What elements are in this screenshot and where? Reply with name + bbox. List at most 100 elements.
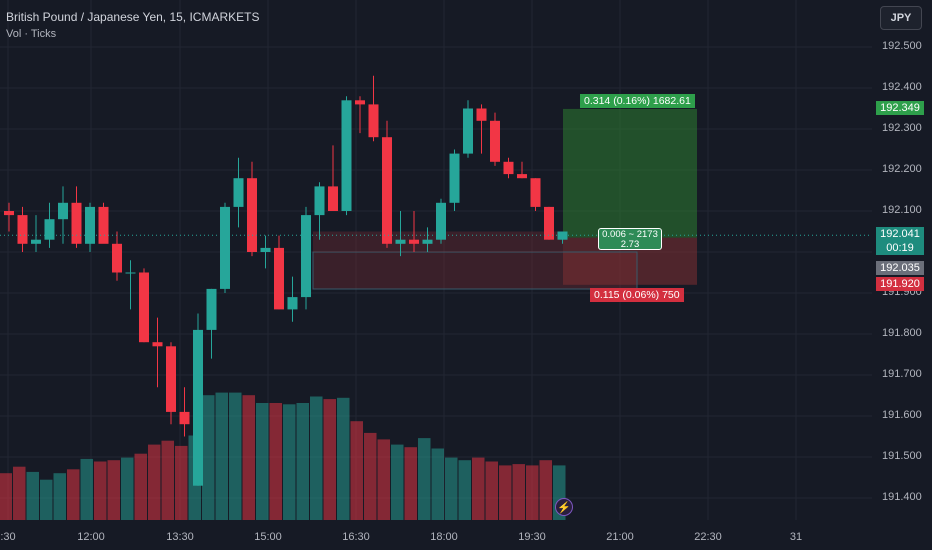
volume-bar bbox=[215, 392, 228, 520]
candle-body bbox=[341, 100, 352, 211]
candle-body bbox=[517, 174, 527, 179]
candle-body bbox=[125, 272, 136, 274]
candle-body bbox=[179, 411, 190, 425]
range-box bbox=[312, 251, 638, 290]
candle-body bbox=[449, 153, 460, 203]
lightning-icon[interactable]: ⚡ bbox=[555, 498, 573, 516]
price-tick-label: 192.400 bbox=[882, 81, 922, 93]
candle-body bbox=[31, 239, 41, 244]
volume-bar bbox=[431, 448, 444, 520]
volume-bar bbox=[161, 440, 174, 520]
candle-body bbox=[166, 346, 176, 412]
volume-bar bbox=[13, 466, 26, 520]
time-tick-label: 18:00 bbox=[430, 531, 458, 543]
candle-body bbox=[152, 342, 163, 347]
volume-bar bbox=[0, 473, 12, 520]
volume-bar bbox=[121, 457, 134, 520]
target-label: 0.314 (0.16%) 1682.61 bbox=[580, 94, 695, 108]
candle-body bbox=[247, 178, 257, 252]
time-tick-label: 12:00 bbox=[77, 531, 105, 543]
time-tick-label: 22:30 bbox=[694, 531, 722, 543]
volume-bar bbox=[134, 453, 147, 520]
volume-bar bbox=[445, 457, 458, 520]
volume-bar bbox=[350, 421, 363, 520]
position-info-line1: 0.006 ~ 2173 bbox=[602, 229, 658, 240]
candle-body bbox=[328, 186, 338, 211]
volume-indicator-label[interactable]: Vol · Ticks bbox=[6, 28, 57, 40]
volume-bar bbox=[485, 461, 498, 520]
candle-body bbox=[436, 202, 446, 240]
time-tick-label: 13:30 bbox=[166, 531, 194, 543]
volume-bar bbox=[269, 403, 282, 520]
volume-bar bbox=[296, 403, 309, 520]
candle-body bbox=[382, 137, 392, 244]
current-price-tag: 192.041 bbox=[876, 227, 924, 241]
volume-bar bbox=[40, 479, 53, 520]
candle-body bbox=[355, 100, 365, 105]
candle-body bbox=[220, 206, 230, 289]
candle-body bbox=[368, 104, 379, 138]
price-tick-label: 192.100 bbox=[882, 204, 922, 216]
volume-bar bbox=[364, 432, 377, 520]
volume-bar bbox=[539, 460, 552, 520]
volume-bar bbox=[256, 403, 269, 520]
candle-body bbox=[4, 211, 14, 216]
candle-body bbox=[71, 202, 82, 244]
target-zone bbox=[563, 108, 697, 238]
time-tick-label: 15:00 bbox=[254, 531, 282, 543]
volume-bar bbox=[26, 471, 39, 520]
candle-body bbox=[463, 108, 473, 154]
candle-body bbox=[476, 108, 487, 121]
candle-body bbox=[422, 239, 433, 244]
target-price-tag: 192.349 bbox=[876, 101, 924, 115]
volume-bar bbox=[53, 473, 66, 520]
candle-body bbox=[193, 329, 203, 486]
time-tick-label: :30 bbox=[0, 531, 16, 543]
countdown-tag: 00:19 bbox=[876, 241, 924, 255]
stop-label: 0.115 (0.06%) 750 bbox=[590, 288, 684, 302]
candle-body bbox=[301, 215, 311, 298]
volume-bar bbox=[175, 445, 188, 520]
volume-bar bbox=[512, 464, 525, 520]
time-tick-label: 16:30 bbox=[342, 531, 370, 543]
candle-body bbox=[139, 272, 149, 343]
price-tick-label: 192.300 bbox=[882, 122, 922, 134]
volume-bar bbox=[377, 439, 390, 520]
symbol-title: British Pound / Japanese Yen, 15, ICMARK… bbox=[6, 10, 260, 24]
time-tick-label: 31 bbox=[789, 531, 803, 543]
candle-body bbox=[544, 206, 554, 240]
position-info-box[interactable]: 0.006 ~ 2173 2.73 bbox=[598, 228, 662, 250]
candle-body bbox=[287, 297, 298, 310]
volume-bar bbox=[526, 465, 539, 520]
candle-body bbox=[17, 215, 28, 244]
volume-bar bbox=[242, 395, 255, 520]
price-tick-label: 191.600 bbox=[882, 409, 922, 421]
volume-bar bbox=[458, 460, 471, 520]
candle-body bbox=[409, 239, 419, 244]
candle-body bbox=[490, 120, 500, 162]
price-tick-label: 191.800 bbox=[882, 327, 922, 339]
candle-body bbox=[98, 206, 109, 244]
candle-body bbox=[395, 239, 406, 244]
candle-body bbox=[206, 288, 217, 330]
time-tick-label: 21:00 bbox=[606, 531, 634, 543]
candle-body bbox=[233, 178, 244, 207]
price-tick-label: 191.500 bbox=[882, 450, 922, 462]
volume-bar bbox=[472, 457, 485, 520]
volume-bar bbox=[391, 444, 404, 520]
volume-bar bbox=[323, 399, 336, 520]
volume-bar bbox=[107, 460, 120, 520]
candle-body bbox=[85, 206, 95, 244]
entry-price-tag: 192.035 bbox=[876, 261, 924, 275]
candle-body bbox=[530, 178, 541, 207]
volume-bar bbox=[148, 444, 161, 520]
currency-button[interactable]: JPY bbox=[880, 6, 922, 30]
position-info-line2: 2.73 bbox=[620, 239, 640, 250]
volume-bar bbox=[337, 397, 350, 520]
volume-bar bbox=[283, 404, 296, 520]
candle-body bbox=[44, 219, 55, 240]
candle-body bbox=[260, 247, 271, 252]
stop-price-tag: 191.920 bbox=[876, 277, 924, 291]
candle-body bbox=[314, 186, 325, 216]
